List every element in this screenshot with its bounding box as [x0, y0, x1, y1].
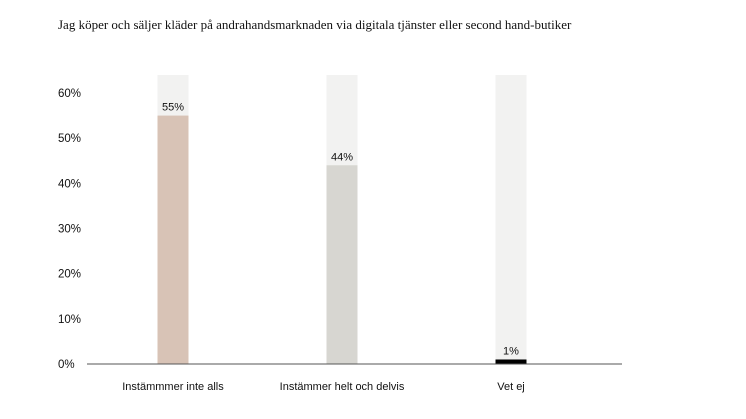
category-label: Vet ej — [497, 381, 525, 393]
y-tick-label: 20% — [58, 269, 81, 281]
chart-title: Jag köper och säljer kläder på andrahand… — [58, 17, 572, 32]
category-labels: Instämmmer inte alls Instämmer helt och d… — [122, 381, 525, 393]
bars — [157, 75, 527, 364]
y-tick-label: 40% — [58, 178, 81, 190]
bar-track — [495, 75, 527, 364]
y-tick-label: 60% — [58, 88, 81, 100]
y-axis-ticks: 0% 10% 20% 30% 40% 50% 60% — [58, 88, 81, 371]
bar — [326, 165, 358, 364]
value-labels: 55% 44% 1% — [162, 102, 519, 358]
y-tick-label: 30% — [58, 224, 81, 236]
bar — [157, 115, 189, 364]
bar-value-label: 44% — [331, 151, 353, 163]
y-tick-label: 50% — [58, 133, 81, 145]
bar-value-label: 1% — [503, 345, 519, 357]
category-label: Instämmer helt och delvis — [280, 381, 405, 393]
bar-value-label: 55% — [162, 102, 184, 114]
category-label: Instämmmer inte alls — [122, 381, 224, 393]
bar — [495, 359, 527, 364]
y-tick-label: 10% — [58, 314, 81, 326]
y-tick-label: 0% — [58, 359, 75, 371]
